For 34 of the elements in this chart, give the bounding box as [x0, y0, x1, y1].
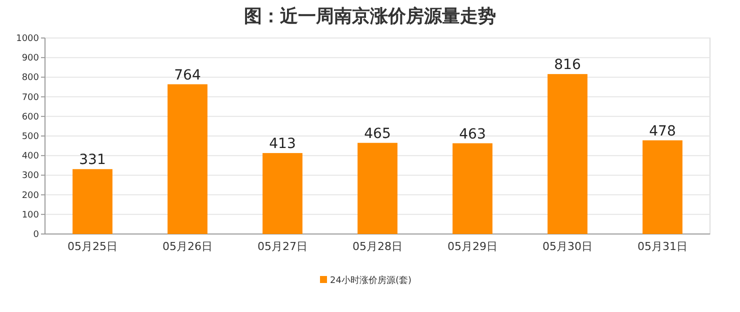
x-tick-label: 05月29日: [448, 240, 498, 253]
x-tick-label: 05月31日: [638, 240, 688, 253]
bar: [642, 140, 682, 234]
y-tick-label: 700: [22, 92, 40, 103]
bar: [548, 74, 588, 234]
x-tick-label: 05月28日: [352, 240, 402, 253]
x-tick-label: 05月25日: [68, 240, 118, 253]
chart-title: 图：近一周南京涨价房源量走势: [244, 6, 496, 27]
y-tick-label: 500: [22, 132, 40, 142]
data-label: 816: [554, 57, 581, 74]
y-tick-label: 200: [22, 190, 40, 201]
y-tick-label: 1000: [16, 34, 40, 44]
data-label: 413: [269, 136, 296, 152]
x-tick-label: 05月27日: [258, 240, 308, 253]
bar: [452, 143, 492, 234]
y-tick-label: 800: [22, 73, 40, 84]
y-tick-label: 0: [33, 230, 40, 240]
x-tick-label: 05月26日: [162, 240, 212, 253]
bar: [168, 84, 208, 234]
data-label: 331: [79, 152, 106, 168]
data-label: 478: [649, 123, 676, 140]
bar: [262, 153, 302, 234]
bar: [358, 142, 398, 234]
y-tick-label: 600: [22, 112, 40, 122]
x-tick-label: 05月30日: [542, 240, 592, 253]
bar: [72, 169, 112, 234]
y-tick-label: 900: [22, 54, 40, 64]
y-tick-label: 300: [22, 171, 40, 182]
data-label: 465: [364, 126, 391, 142]
y-tick-label: 100: [22, 210, 40, 220]
data-label: 463: [459, 126, 486, 142]
legend-label: 24小时涨价房源(套): [330, 275, 412, 286]
y-tick-label: 400: [22, 152, 40, 162]
data-label: 764: [174, 67, 201, 84]
